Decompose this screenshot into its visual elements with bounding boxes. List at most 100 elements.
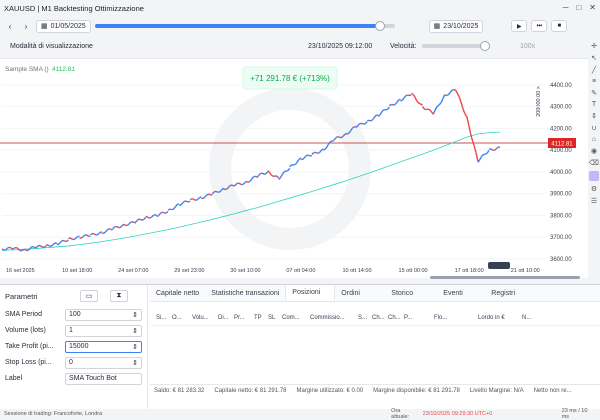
column-header[interactable]: N... bbox=[522, 315, 538, 321]
minimize-button[interactable]: ─ bbox=[563, 3, 569, 12]
column-header[interactable]: Pr... bbox=[234, 315, 254, 321]
chart-svg[interactable]: Sample SMA () 4112.81 +71 291.78 € (+713… bbox=[0, 59, 588, 279]
strategy-value: 4112.81 bbox=[52, 66, 75, 73]
tab-history[interactable]: Storico bbox=[385, 285, 437, 301]
save-params-button[interactable]: ▭ bbox=[80, 290, 98, 302]
column-header[interactable]: TP bbox=[254, 315, 268, 321]
layers-icon[interactable]: ☰ bbox=[591, 197, 597, 205]
column-header[interactable]: P... bbox=[404, 315, 434, 321]
price-segment bbox=[458, 94, 460, 98]
column-header[interactable]: Si... bbox=[156, 315, 172, 321]
column-header[interactable]: Ch... bbox=[372, 315, 388, 321]
tab-trade-stats[interactable]: Statistiche transazioni bbox=[205, 285, 285, 301]
price-segment bbox=[295, 162, 297, 164]
timeline-slider-knob[interactable] bbox=[375, 21, 385, 31]
price-segment bbox=[52, 244, 54, 246]
price-segment bbox=[371, 120, 373, 121]
price-segment bbox=[183, 201, 185, 203]
param-value: 1 bbox=[69, 327, 73, 334]
tab-logs[interactable]: Registri bbox=[485, 285, 535, 301]
param-input[interactable]: 1⇕ bbox=[65, 325, 142, 337]
param-input[interactable]: 100⇕ bbox=[65, 309, 142, 321]
price-segment bbox=[439, 103, 441, 105]
speed-slider[interactable] bbox=[422, 44, 490, 48]
settings-icon[interactable]: ⚙ bbox=[591, 185, 597, 193]
column-header[interactable]: Volu... bbox=[192, 315, 218, 321]
selected-tool-icon[interactable] bbox=[589, 171, 599, 181]
price-segment bbox=[257, 176, 259, 178]
text-icon[interactable]: T bbox=[592, 101, 596, 108]
brush-icon[interactable]: ✎ bbox=[591, 89, 597, 97]
price-segment bbox=[308, 155, 310, 156]
measure-icon[interactable]: ⇕ bbox=[591, 112, 597, 120]
price-segment bbox=[288, 168, 290, 170]
price-segment bbox=[205, 195, 207, 197]
trendline-icon[interactable]: ╱ bbox=[592, 66, 596, 74]
calendar-icon: ▦ bbox=[434, 22, 441, 30]
balance-text: Saldo: € 81 283.32 bbox=[154, 388, 204, 394]
price-segment bbox=[174, 207, 176, 209]
toolbar: ‹ › ▦ 01/05/2025 ▦ 23/10/2025 ▶ ⏭ ■ bbox=[0, 16, 600, 36]
optimize-button[interactable]: ⧗ bbox=[110, 290, 128, 302]
price-segment bbox=[140, 219, 142, 220]
lock-icon[interactable]: ⌂ bbox=[592, 136, 596, 143]
param-input[interactable]: 15000⇕ bbox=[65, 341, 142, 353]
start-date-field[interactable]: ▦ 01/05/2025 bbox=[36, 20, 91, 33]
param-row: Volume (lots)1⇕ bbox=[5, 323, 142, 338]
column-header[interactable]: Di... bbox=[218, 315, 234, 321]
cursor-icon[interactable]: ↖ bbox=[591, 54, 597, 62]
speed-slider-knob[interactable] bbox=[480, 41, 490, 51]
column-header[interactable]: Flo... bbox=[434, 315, 478, 321]
fib-icon[interactable]: ≡ bbox=[592, 78, 596, 85]
price-segment bbox=[382, 110, 384, 112]
column-header[interactable]: Ch... bbox=[388, 315, 404, 321]
price-segment bbox=[46, 245, 48, 246]
title-bar: XAUUSD | M1 Backtesting Ottimizzazione ─… bbox=[0, 0, 600, 16]
tab-events[interactable]: Eventi bbox=[437, 285, 485, 301]
column-header[interactable]: SL bbox=[268, 315, 282, 321]
trash-icon[interactable]: ⌫ bbox=[589, 159, 599, 167]
param-input[interactable]: SMA Touch Bot bbox=[65, 373, 142, 385]
column-header[interactable]: S... bbox=[358, 315, 372, 321]
back-arrow-icon[interactable]: ‹ bbox=[4, 20, 16, 32]
tab-net-capital[interactable]: Capitale netto bbox=[150, 285, 205, 301]
price-segment bbox=[242, 184, 244, 185]
scroll-handle[interactable] bbox=[488, 262, 510, 269]
end-date-field[interactable]: ▦ 23/10/2025 bbox=[429, 20, 484, 33]
stepper-icon[interactable]: ⇕ bbox=[132, 359, 138, 367]
price-segment bbox=[198, 198, 200, 200]
y-tick-label: 4000.00 bbox=[550, 170, 572, 176]
speed-label: Velocità: bbox=[390, 43, 422, 50]
price-segment bbox=[194, 199, 196, 200]
tab-orders[interactable]: Ordini bbox=[335, 285, 385, 301]
price-segment bbox=[470, 133, 472, 140]
param-input[interactable]: 0⇕ bbox=[65, 357, 142, 369]
column-header[interactable]: O... bbox=[172, 315, 192, 321]
stepper-icon[interactable]: ⇕ bbox=[132, 327, 138, 335]
stepper-icon[interactable]: ⇕ bbox=[132, 311, 138, 319]
y-tick-label: 3700.00 bbox=[550, 235, 572, 241]
stepper-icon[interactable]: ⇕ bbox=[132, 343, 138, 351]
timeline-slider[interactable] bbox=[95, 24, 395, 28]
tab-positions[interactable]: Posizioni bbox=[285, 285, 335, 301]
magnet-icon[interactable]: ∪ bbox=[591, 124, 596, 132]
param-value: SMA Touch Bot bbox=[69, 375, 117, 382]
price-segment bbox=[113, 227, 115, 229]
stop-button[interactable]: ■ bbox=[551, 20, 567, 32]
price-segment bbox=[347, 133, 349, 134]
price-segment bbox=[17, 248, 19, 250]
eye-icon[interactable]: ◉ bbox=[591, 147, 597, 155]
column-header[interactable]: Com... bbox=[282, 315, 310, 321]
price-segment bbox=[281, 174, 283, 177]
chart-scrollbar[interactable] bbox=[430, 276, 580, 279]
column-header[interactable]: Lordo in € bbox=[478, 315, 522, 321]
price-segment bbox=[127, 224, 129, 226]
step-button[interactable]: ⏭ bbox=[531, 20, 547, 32]
price-chart[interactable]: Sample SMA () 4112.81 +71 291.78 € (+713… bbox=[0, 58, 588, 278]
close-button[interactable]: ✕ bbox=[589, 3, 596, 12]
column-header[interactable]: Commissio... bbox=[310, 315, 358, 321]
crosshair-icon[interactable]: ✛ bbox=[591, 42, 597, 50]
forward-arrow-icon[interactable]: › bbox=[20, 20, 32, 32]
maximize-button[interactable]: □ bbox=[576, 3, 581, 12]
play-button[interactable]: ▶ bbox=[511, 20, 527, 32]
